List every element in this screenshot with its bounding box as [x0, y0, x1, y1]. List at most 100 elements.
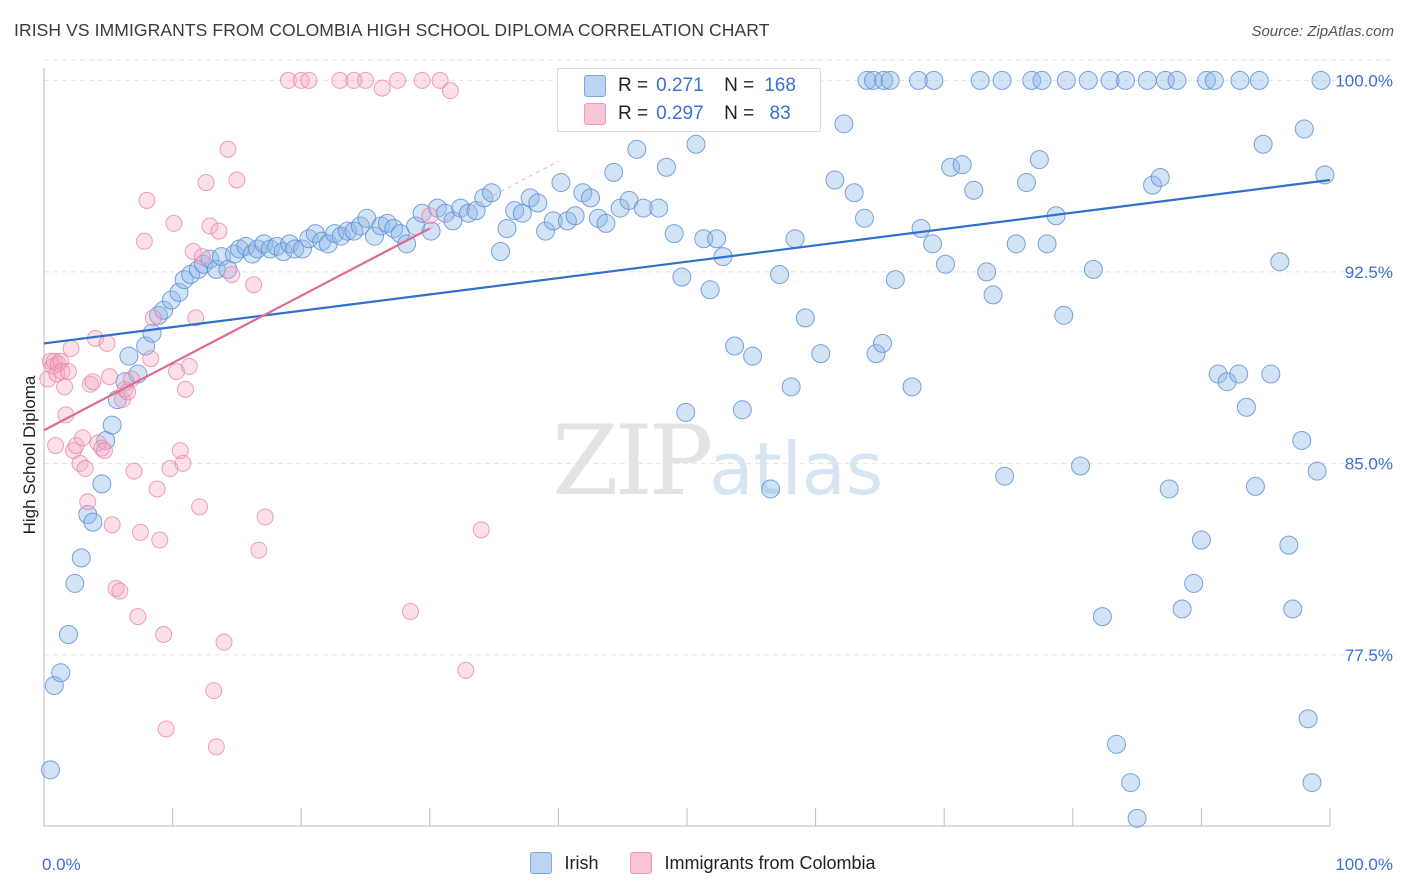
colombia-point: [103, 516, 121, 534]
x-tick-label-1: 100.0%: [1335, 855, 1393, 874]
irish-point: [71, 548, 91, 568]
irish-point: [174, 270, 194, 290]
irish-point: [497, 219, 517, 239]
irish-point: [1298, 709, 1318, 729]
irish-point: [543, 211, 563, 231]
irish-point: [785, 229, 805, 249]
irish-point: [83, 512, 103, 532]
irish-point: [995, 466, 1015, 486]
colombia-point: [155, 626, 173, 643]
colombia-point: [171, 442, 189, 460]
colombia-point: [98, 334, 116, 352]
irish-point: [1204, 70, 1224, 90]
irish-point: [923, 234, 943, 254]
irish-point: [384, 219, 404, 239]
irish-point: [337, 221, 357, 241]
irish-point: [1167, 70, 1187, 90]
colombia-point: [93, 439, 111, 457]
irish-point: [825, 170, 845, 190]
irish-point: [854, 208, 874, 228]
irish-point: [1261, 364, 1281, 384]
irish-point: [40, 760, 60, 780]
colombia-n-label: N =: [724, 103, 755, 124]
irish-point: [880, 70, 900, 90]
colombia-point: [142, 350, 160, 368]
irish-point: [795, 308, 815, 328]
irish-point: [1307, 461, 1327, 481]
legend-item-irish[interactable]: Irish: [530, 852, 598, 874]
legend-item-colombia[interactable]: Immigrants from Colombia: [630, 852, 876, 874]
irish-point: [964, 180, 984, 200]
irish-point: [1249, 70, 1269, 90]
irish-point: [102, 415, 122, 435]
irish-point: [627, 139, 647, 159]
irish-point: [161, 290, 181, 310]
irish-point: [1230, 70, 1250, 90]
trend-lines: [43, 160, 1331, 432]
irish-point: [491, 242, 511, 261]
colombia-point: [180, 357, 198, 375]
colombia-point: [144, 309, 162, 327]
irish-point: [649, 198, 669, 218]
colombia-point: [389, 71, 407, 89]
irish-point: [1155, 70, 1175, 90]
colombia-point: [165, 214, 183, 232]
irish-r-label: R =: [618, 75, 649, 96]
irish-point: [1253, 134, 1273, 154]
irish-point: [992, 70, 1012, 90]
irish-point: [528, 193, 548, 213]
colombia-point: [79, 493, 97, 511]
irish-point: [770, 264, 790, 284]
irish-point: [273, 242, 293, 261]
colombia-point: [148, 480, 166, 498]
irish-point: [512, 203, 532, 223]
series-irish: [40, 70, 1335, 828]
colombia-point: [151, 531, 169, 549]
colombia-point: [81, 375, 99, 393]
axes: [43, 68, 1331, 827]
irish-point: [65, 573, 85, 593]
colombia-trend-line: [43, 227, 431, 432]
colombia-point: [184, 243, 202, 260]
irish-point: [1292, 430, 1312, 450]
irish-point: [169, 282, 189, 302]
irish-point: [536, 221, 556, 241]
stats-legend: R = 0.271 N = 168 R = 0.297 N = 83: [557, 68, 821, 132]
irish-point: [1283, 599, 1303, 619]
irish-point: [664, 224, 684, 244]
colombia-point: [76, 460, 94, 478]
irish-point: [1245, 476, 1265, 496]
colombia-r-label: R =: [618, 103, 649, 124]
irish-point: [872, 333, 892, 353]
irish-point: [1032, 70, 1052, 90]
irish-point: [435, 203, 455, 223]
irish-point: [935, 254, 955, 274]
irish-point: [902, 377, 922, 397]
y-tick-label-2: 92.5%: [1345, 263, 1393, 282]
irish-point: [1279, 535, 1299, 555]
irish-point: [1191, 530, 1211, 550]
irish-point: [686, 134, 706, 154]
colombia-point: [95, 442, 113, 460]
colombia-point: [207, 738, 225, 756]
colombia-point: [215, 633, 233, 651]
irish-point: [633, 198, 653, 218]
watermark-zip: ZIP: [552, 405, 713, 517]
colombia-point: [84, 373, 102, 391]
y-tick-label-0: 77.5%: [1345, 646, 1393, 665]
colombia-point: [300, 71, 318, 89]
irish-point: [656, 157, 676, 177]
irish-point: [863, 70, 883, 90]
series-colombia: [39, 71, 490, 756]
irish-point: [280, 234, 300, 254]
colombia-point: [373, 79, 391, 97]
colombia-point: [187, 309, 205, 327]
irish-point: [725, 336, 745, 356]
irish-point: [305, 224, 325, 244]
irish-point: [1137, 70, 1157, 90]
irish-point: [743, 346, 763, 366]
irish-n-value: 168: [764, 75, 796, 96]
colombia-point: [131, 523, 149, 541]
irish-point: [551, 173, 571, 193]
